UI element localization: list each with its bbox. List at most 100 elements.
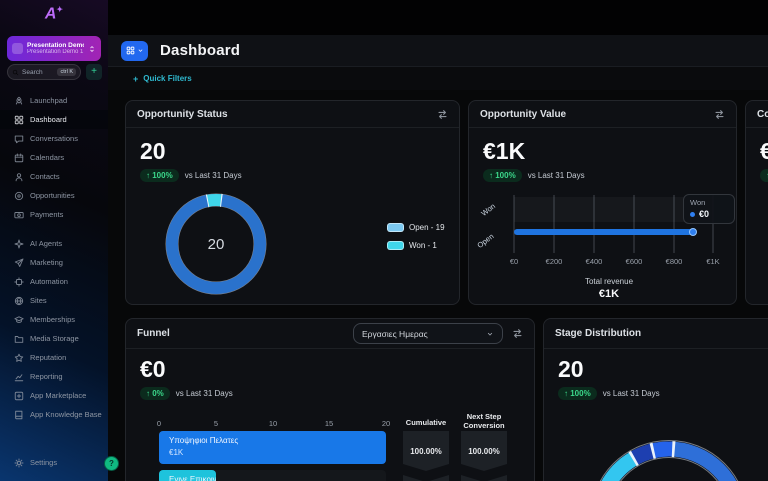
compare-label: vs Last 31 Days — [184, 171, 242, 181]
kpi-value: 20 — [558, 356, 584, 382]
cumulative-cell-1: 100.00% — [403, 431, 449, 471]
sidebar-item-marketing[interactable]: Marketing — [0, 253, 108, 272]
chevron-down-icon — [486, 330, 494, 338]
legend-swatch — [387, 241, 404, 250]
main-area: Dashboard + Quick Filters Opportunity St… — [108, 0, 768, 481]
bar-endpoint-dot — [689, 228, 697, 236]
x-tick: €600 — [625, 257, 643, 266]
kpi-value: € — [760, 138, 768, 164]
status-donut-chart[interactable]: 20 — [161, 189, 271, 299]
cumulative-header: Cumulative — [405, 418, 447, 427]
search-input[interactable]: Search ctrl K — [7, 64, 81, 80]
sidebar-item-app-knowledge-base[interactable]: App Knowledge Base — [0, 405, 108, 424]
legend-item-open[interactable]: Open - 19 — [387, 223, 445, 232]
sidebar-item-payments[interactable]: Payments — [0, 205, 108, 224]
sidebar-item-media-storage[interactable]: Media Storage — [0, 329, 108, 348]
swap-icon[interactable] — [512, 328, 523, 339]
funnel-select-value: Εργασιες Ημερας — [362, 328, 428, 339]
x-tick: €200 — [545, 257, 563, 266]
funnel-tick: 10 — [268, 419, 278, 428]
app-logo: A✦ — [0, 5, 108, 23]
workspace-subtitle: Presentation Demo 1 — [27, 49, 84, 55]
card-funnel: Funnel Εργασιες Ημερας €0 ↑ 0% vs Last 3… — [125, 318, 535, 481]
chevrons-updown-icon — [88, 45, 96, 53]
sidebar-item-conversations[interactable]: Conversations — [0, 129, 108, 148]
funnel-tick: 15 — [324, 419, 334, 428]
chevron-down-icon — [137, 47, 144, 54]
sidebar-item-settings[interactable]: Settings — [0, 453, 108, 472]
sidebar-item-memberships[interactable]: Memberships — [0, 310, 108, 329]
stage-segment-blue — [601, 441, 737, 481]
card-partial-right: Co € ↑ — [745, 100, 768, 305]
trend-badge: ↑ 100% — [483, 169, 522, 183]
workspace-switcher[interactable]: Presentation Demo 1 Presentation Demo 1 — [7, 36, 101, 61]
sidebar-item-reporting[interactable]: Reporting — [0, 367, 108, 386]
quick-filters[interactable]: + Quick Filters — [108, 67, 768, 90]
x-tick: €800 — [665, 257, 683, 266]
gear-icon — [14, 458, 24, 468]
next-step-cell-2: 25.00% — [461, 475, 507, 481]
sidebar-item-ai-agents[interactable]: AI Agents — [0, 234, 108, 253]
legend-item-won[interactable]: Won - 1 — [387, 241, 445, 250]
grid-icon — [126, 46, 135, 55]
compare-label: vs Last 31 Days — [527, 171, 585, 181]
sidebar-item-sites[interactable]: Sites — [0, 291, 108, 310]
card-opportunity-value: Opportunity Value €1K ↑ 100% vs Last 31 … — [468, 100, 737, 305]
card-opportunity-status: Opportunity Status 20 ↑ 100% vs Last 31 … — [125, 100, 460, 305]
donut-center-value: 20 — [207, 235, 225, 253]
sidebar-item-automation[interactable]: Automation — [0, 272, 108, 291]
card-title: Opportunity Value — [480, 108, 567, 120]
marketplace-box-icon — [14, 391, 24, 401]
tooltip-dot — [690, 211, 695, 217]
card-title: Opportunity Status — [137, 108, 228, 120]
sidebar-item-contacts[interactable]: Contacts — [0, 167, 108, 186]
kpi-value: 20 — [140, 138, 166, 164]
dashboard-switcher-button[interactable] — [121, 40, 148, 61]
trend-badge: ↑ 0% — [140, 387, 170, 401]
funnel-tick: 20 — [381, 419, 391, 428]
donut-won-segment — [166, 194, 266, 294]
sidebar-item-reputation[interactable]: Reputation — [0, 348, 108, 367]
search-shortcut: ctrl K — [57, 68, 76, 76]
sidebar-item-opportunities[interactable]: Opportunities — [0, 186, 108, 205]
sidebar-item-app-marketplace[interactable]: App Marketplace — [0, 386, 108, 405]
workspace-name: Presentation Demo 1 — [27, 42, 84, 49]
search-icon — [12, 69, 19, 76]
chat-icon — [14, 134, 24, 144]
trend-badge: ↑ 100% — [558, 387, 597, 401]
folder-icon — [14, 334, 24, 344]
swap-icon[interactable] — [437, 109, 448, 120]
card-title: Co — [757, 108, 768, 120]
stage-donut-chart[interactable] — [584, 434, 754, 481]
card-title: Stage Distribution — [555, 328, 642, 339]
funnel-select[interactable]: Εργασιες Ημερας — [353, 323, 503, 344]
funnel-tick: 0 — [156, 419, 162, 428]
funnel-bar-1[interactable]: Υποψηφιοι Πελατες €1K — [159, 431, 386, 464]
cumulative-cell-2: 25.00% — [403, 475, 449, 481]
rocket-icon — [14, 96, 24, 106]
funnel-bar-2[interactable]: Εγινε Επικοινωνια — [159, 470, 216, 481]
chart-line-icon — [14, 372, 24, 382]
sidebar-item-dashboard[interactable]: Dashboard — [0, 110, 108, 129]
value-bar-chart[interactable]: Won Open Won €0 €0 €200 €400 €600 €800 €… — [469, 189, 736, 304]
chart-footer: Total revenue €1K — [584, 277, 634, 300]
cpu-icon — [14, 277, 24, 287]
quick-filters-label: Quick Filters — [143, 74, 192, 83]
nav-secondary: AI Agents Marketing Automation Sites Mem… — [0, 234, 108, 424]
sidebar-item-calendars[interactable]: Calendars — [0, 148, 108, 167]
compare-label: vs Last 31 Days — [602, 389, 660, 399]
compare-label: vs Last 31 Days — [175, 389, 233, 399]
sidebar-item-launchpad[interactable]: Launchpad — [0, 91, 108, 110]
swap-icon[interactable] — [714, 109, 725, 120]
next-step-header: Next Step Conversion — [463, 412, 505, 431]
help-button[interactable]: ? — [104, 456, 119, 471]
x-tick: €0 — [509, 257, 519, 266]
chart-tooltip: Won €0 — [683, 194, 735, 224]
nav-settings: Settings — [0, 453, 108, 472]
plus-icon: + — [133, 73, 139, 84]
target-icon — [14, 191, 24, 201]
quick-add-button[interactable]: + — [86, 64, 102, 80]
x-tick: €400 — [585, 257, 603, 266]
page-header: Dashboard — [108, 35, 768, 67]
